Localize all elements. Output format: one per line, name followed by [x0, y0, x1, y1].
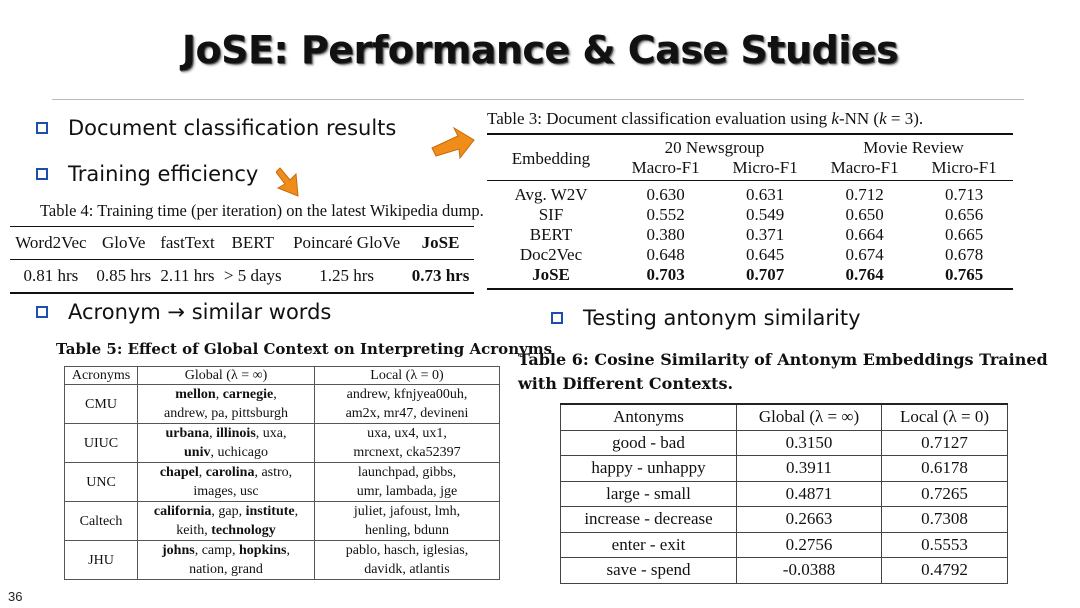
- table3-top-rule: [487, 133, 1013, 135]
- table3-group-header: Movie Review: [863, 138, 964, 157]
- table-row: happy - unhappy 0.3911 0.6178: [560, 455, 1008, 482]
- table6-caption: Table 6: Cosine Similarity of Antonym Em…: [518, 350, 1048, 393]
- bullet-label: Document classification results: [68, 116, 397, 140]
- table4-caption: Table 4: Training time (per iteration) o…: [40, 201, 484, 220]
- table-row: UNC chapel, carolina, astro, images, usc …: [64, 462, 500, 502]
- bullet-label: Acronym → similar words: [68, 300, 332, 324]
- table6: Antonyms Global (λ = ∞) Local (λ = 0) go…: [560, 403, 1008, 584]
- bullet-antonym: Testing antonym similarity: [551, 306, 861, 330]
- table-row: CMU mellon, carnegie, andrew, pa, pittsbu…: [64, 384, 500, 424]
- bullet-acronym: Acronym → similar words: [36, 300, 331, 324]
- arrow-down-icon: [276, 166, 306, 200]
- bullet-training-efficiency: Training efficiency: [36, 162, 258, 186]
- table3-sub-header: Micro-F1: [915, 158, 1013, 181]
- table-header-row: Antonyms Global (λ = ∞) Local (λ = 0): [560, 403, 1008, 431]
- table-row: JoSE 0.703 0.707 0.764 0.765: [487, 265, 1013, 290]
- table-row: 0.81 hrs 0.85 hrs 2.11 hrs > 5 days 1.25…: [10, 259, 474, 294]
- page-number: 36: [8, 589, 23, 604]
- table3: Embedding 20 Newsgroup Movie Review Macr…: [487, 136, 1013, 290]
- bullet-label: Testing antonym similarity: [583, 306, 861, 330]
- table-row: BERT 0.380 0.371 0.664 0.665: [529, 225, 984, 244]
- table-row: Caltech california, gap, institute, keith…: [64, 501, 500, 541]
- table-row: Doc2Vec 0.648 0.645 0.674 0.678: [519, 245, 984, 264]
- table-header-row: Acronyms Global (λ = ∞) Local (λ = 0): [64, 366, 500, 385]
- arrow-right-icon: [430, 124, 476, 162]
- table3-embedding-header: Embedding: [487, 136, 615, 181]
- table3-sub-header: Macro-F1: [615, 158, 717, 181]
- table-row: JHU johns, camp, hopkins, nation, grand p…: [64, 540, 500, 580]
- bullet-box-icon: [36, 122, 48, 134]
- bullet-label: Training efficiency: [68, 162, 259, 186]
- bullet-box-icon: [36, 306, 48, 318]
- table4: Word2Vec GloVe fastText BERT Poincaré Gl…: [10, 226, 474, 294]
- table5-caption: Table 5: Effect of Global Context on Int…: [56, 340, 553, 358]
- table-header-row: Word2Vec GloVe fastText BERT Poincaré Gl…: [10, 226, 474, 260]
- title-divider: [52, 99, 1024, 100]
- table3-sub-header: Micro-F1: [716, 158, 814, 181]
- table-row: increase - decrease 0.2663 0.7308: [560, 506, 1008, 533]
- table5: Acronyms Global (λ = ∞) Local (λ = 0) CM…: [64, 366, 500, 580]
- table3-caption: Table 3: Document classification evaluat…: [487, 109, 924, 128]
- table-row: save - spend -0.0388 0.4792: [560, 557, 1008, 584]
- table3-group-header: 20 Newsgroup: [664, 138, 765, 157]
- bullet-box-icon: [551, 312, 563, 324]
- table3-sub-header: Macro-F1: [813, 158, 916, 181]
- table-row: Avg. W2V 0.630 0.631 0.712 0.713: [514, 185, 984, 204]
- table-row: UIUC urbana, illinois, uxa, univ, uchicag…: [64, 423, 500, 463]
- table-row: enter - exit 0.2756 0.5553: [560, 531, 1008, 558]
- bullet-document-classification: Document classification results: [36, 116, 396, 140]
- table-row: good - bad 0.3150 0.7127: [560, 429, 1008, 456]
- slide-title: JoSE: Performance & Case Studies: [181, 28, 899, 72]
- table-row: large - small 0.4871 0.7265: [560, 480, 1008, 507]
- table-row: SIF 0.552 0.549 0.650 0.656: [538, 205, 984, 224]
- bullet-box-icon: [36, 168, 48, 180]
